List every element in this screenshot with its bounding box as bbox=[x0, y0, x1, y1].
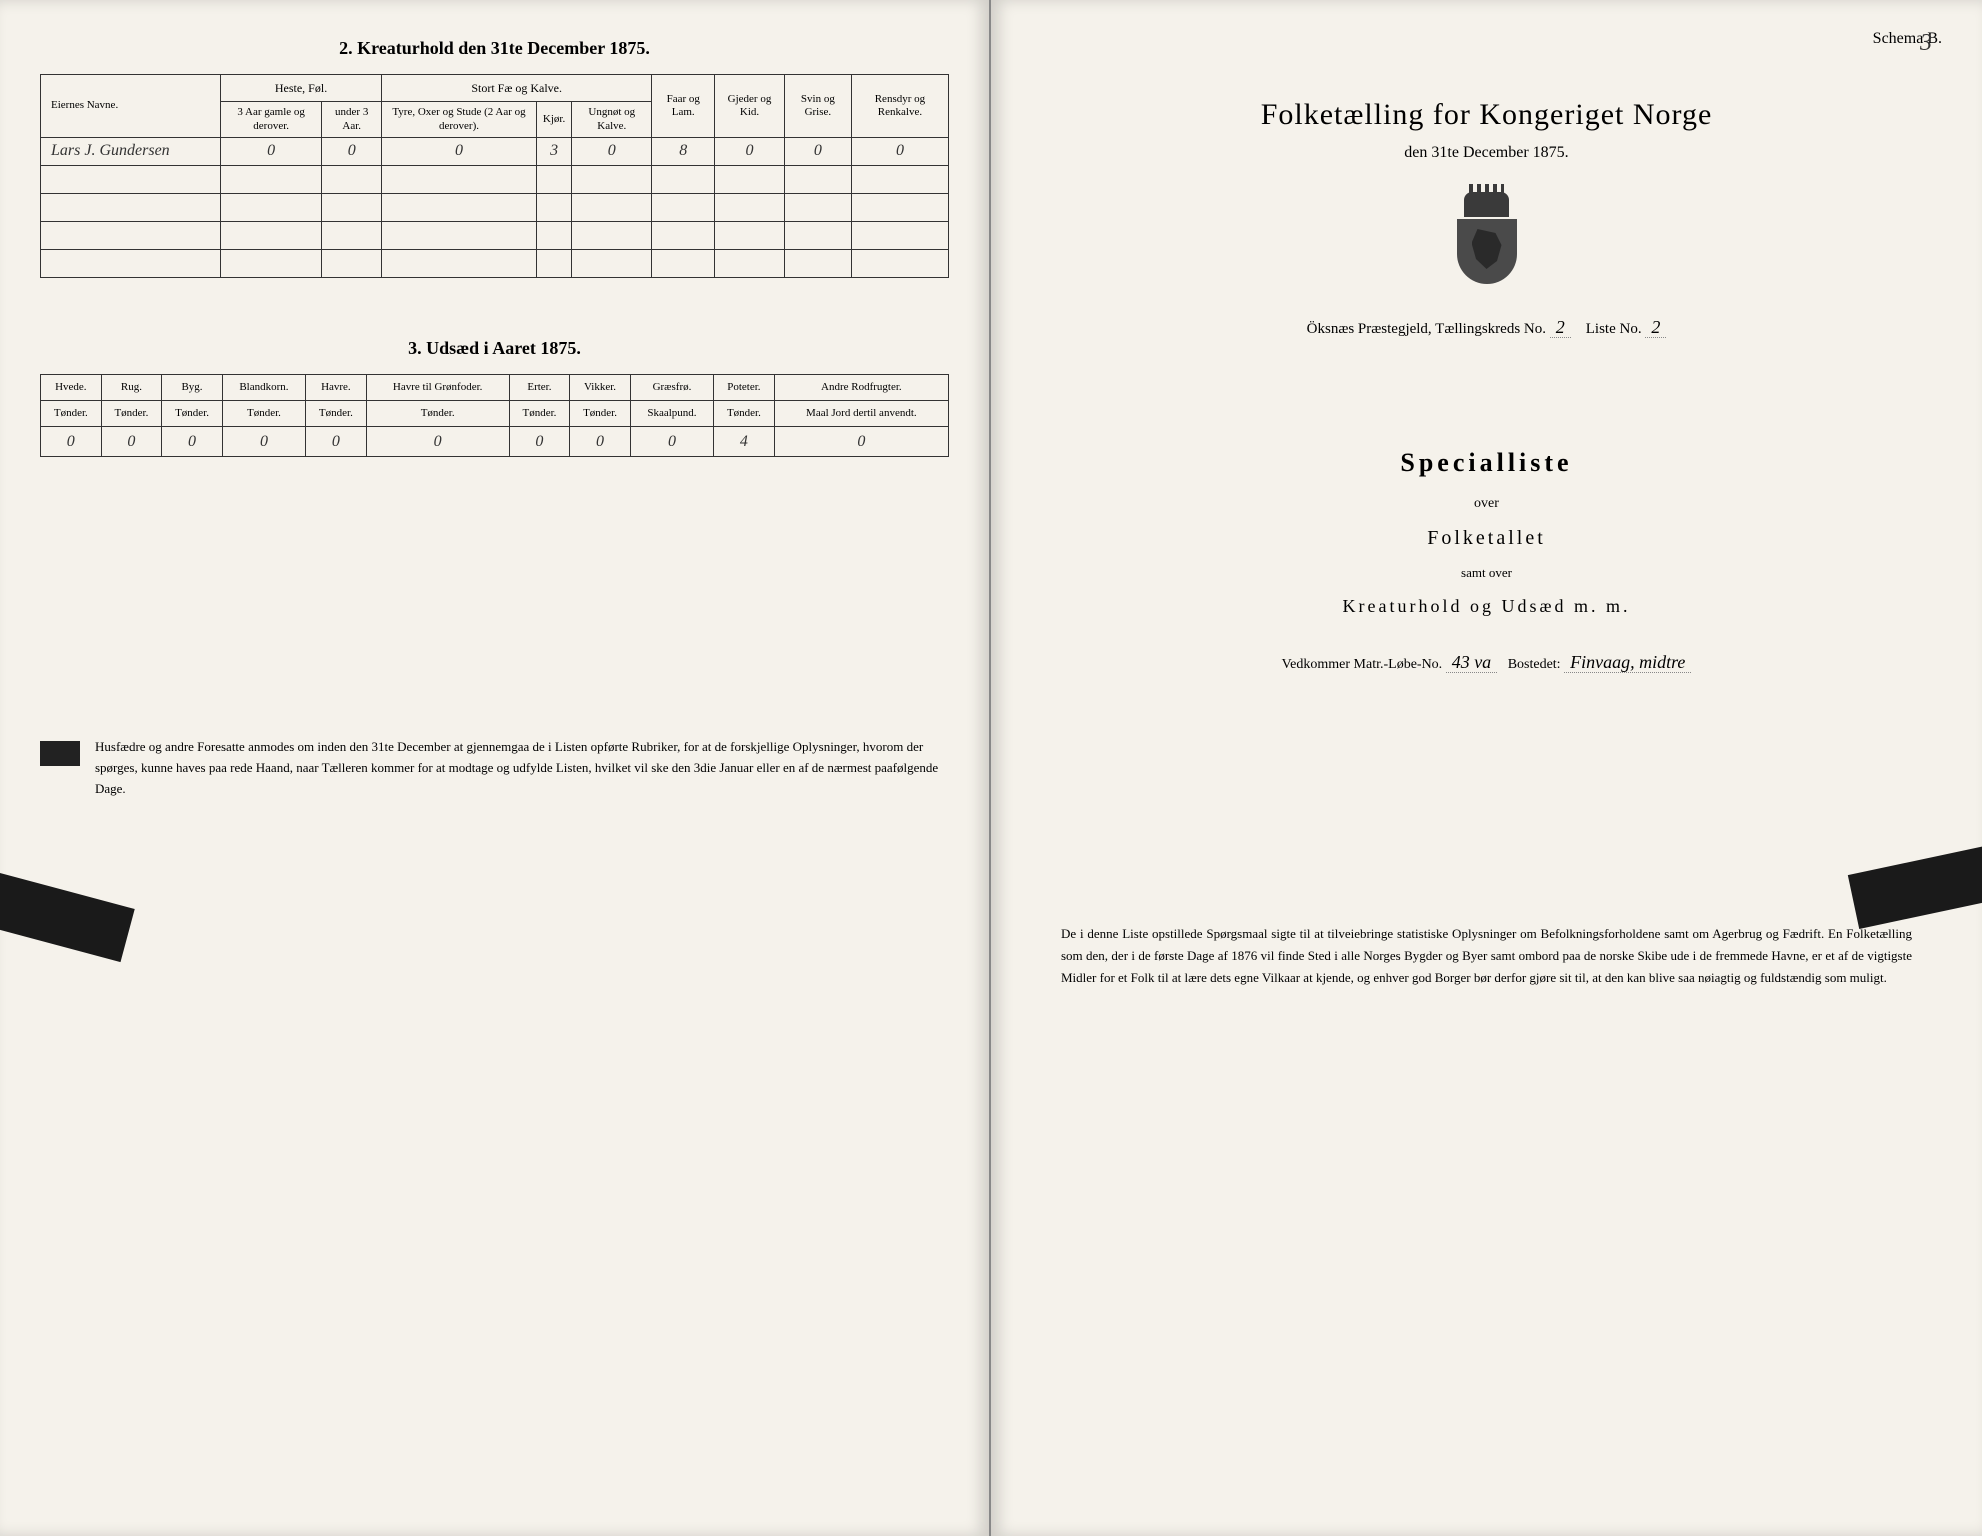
th-byg: Byg. bbox=[162, 374, 223, 400]
cell: 0 bbox=[715, 137, 785, 165]
cell: 0 bbox=[41, 427, 102, 457]
unit: Tønder. bbox=[41, 400, 102, 426]
samt-text: samt over bbox=[1031, 565, 1942, 581]
table-row bbox=[41, 249, 949, 277]
unit: Tønder. bbox=[714, 400, 775, 426]
table-row bbox=[41, 221, 949, 249]
kreatur-text: Kreaturhold og Udsæd m. m. bbox=[1031, 596, 1942, 617]
cell: 8 bbox=[652, 137, 715, 165]
cell: 0 bbox=[630, 427, 713, 457]
unit: Maal Jord dertil anvendt. bbox=[774, 400, 948, 426]
th-havre-gron: Havre til Grønfoder. bbox=[366, 374, 509, 400]
sub-date: den 31te December 1875. bbox=[1031, 144, 1942, 162]
footer-note: Husfædre og andre Foresatte anmodes om i… bbox=[40, 737, 949, 799]
th-havre: Havre. bbox=[306, 374, 367, 400]
cell: 0 bbox=[572, 137, 652, 165]
schema-label: Schema B. bbox=[1031, 30, 1942, 48]
th-bland: Blandkorn. bbox=[222, 374, 305, 400]
cell: 0 bbox=[509, 427, 570, 457]
cell: 0 bbox=[162, 427, 223, 457]
book-spread: 2. Kreaturhold den 31te December 1875. E… bbox=[0, 0, 1982, 1536]
th-hvede: Hvede. bbox=[41, 374, 102, 400]
th-fae-c: Ungnøt og Kalve. bbox=[572, 102, 652, 137]
th-heste-b: under 3 Aar. bbox=[322, 102, 382, 137]
cell-eier: Lars J. Gundersen bbox=[41, 137, 221, 165]
table-row: Lars J. Gundersen 0 0 0 3 0 8 0 0 0 bbox=[41, 137, 949, 165]
th-rug: Rug. bbox=[101, 374, 162, 400]
table-row bbox=[41, 165, 949, 193]
unit: Tønder. bbox=[306, 400, 367, 426]
matr-no: 43 va bbox=[1446, 652, 1498, 673]
vedkommer-label: Vedkommer Matr.-Løbe-No. bbox=[1282, 657, 1443, 672]
cell: 0 bbox=[322, 137, 382, 165]
coat-of-arms-icon bbox=[1447, 192, 1527, 287]
th-erter: Erter. bbox=[509, 374, 570, 400]
cell: 0 bbox=[222, 427, 305, 457]
udsaed-table: Hvede. Rug. Byg. Blandkorn. Havre. Havre… bbox=[40, 374, 949, 457]
vedkommer-line: Vedkommer Matr.-Løbe-No. 43 va Bostedet:… bbox=[1031, 652, 1942, 673]
folketallet-text: Folketallet bbox=[1031, 527, 1942, 550]
cell: 0 bbox=[306, 427, 367, 457]
unit: Tønder. bbox=[509, 400, 570, 426]
th-fae-a: Tyre, Oxer og Stude (2 Aar og derover). bbox=[382, 102, 537, 137]
th-eier: Eiernes Navne. bbox=[41, 75, 221, 138]
th-heste-a: 3 Aar gamle og derover. bbox=[221, 102, 322, 137]
unit: Skaalpund. bbox=[630, 400, 713, 426]
th-poteter: Poteter. bbox=[714, 374, 775, 400]
left-page: 2. Kreaturhold den 31te December 1875. E… bbox=[0, 0, 991, 1536]
unit: Tønder. bbox=[570, 400, 631, 426]
over-text: over bbox=[1031, 496, 1942, 512]
kreaturhold-table: Eiernes Navne. Heste, Føl. Stort Fæ og K… bbox=[40, 74, 949, 278]
th-faar: Faar og Lam. bbox=[652, 75, 715, 138]
bostedet-label: Bostedet: bbox=[1508, 657, 1561, 672]
cell: 0 bbox=[851, 137, 948, 165]
table-row bbox=[41, 193, 949, 221]
binder-clip-right bbox=[1848, 846, 1982, 929]
cell: 4 bbox=[714, 427, 775, 457]
footer-text: Husfædre og andre Foresatte anmodes om i… bbox=[95, 737, 949, 799]
table-row: 0 0 0 0 0 0 0 0 0 4 0 bbox=[41, 427, 949, 457]
th-fae-b: Kjør. bbox=[536, 102, 571, 137]
liste-label: Liste No. bbox=[1586, 321, 1642, 337]
binder-clip-left bbox=[0, 873, 135, 962]
right-page: 3 Schema B. Folketælling for Kongeriget … bbox=[991, 0, 1982, 1536]
specialliste-title: Specialliste bbox=[1031, 448, 1942, 478]
cell: 0 bbox=[570, 427, 631, 457]
liste-no: 2 bbox=[1645, 317, 1666, 338]
section3-title: 3. Udsæd i Aaret 1875. bbox=[40, 338, 949, 359]
pointing-hand-icon bbox=[40, 741, 80, 766]
section2-title: 2. Kreaturhold den 31te December 1875. bbox=[40, 38, 949, 59]
parish-line: Öksnæs Præstegjeld, Tællingskreds No. 2 … bbox=[1031, 317, 1942, 338]
parish-text: Öksnæs Præstegjeld, Tællingskreds No. bbox=[1307, 321, 1546, 337]
cell: 0 bbox=[366, 427, 509, 457]
main-title: Folketælling for Kongeriget Norge bbox=[1031, 98, 1942, 132]
cell: 0 bbox=[382, 137, 537, 165]
th-heste-group: Heste, Føl. bbox=[221, 75, 382, 102]
bottom-paragraph: De i denne Liste opstillede Spørgsmaal s… bbox=[1031, 923, 1942, 989]
bostedet: Finvaag, midtre bbox=[1564, 652, 1691, 673]
unit: Tønder. bbox=[101, 400, 162, 426]
th-rensdyr: Rensdyr og Renkalve. bbox=[851, 75, 948, 138]
th-andre: Andre Rodfrugter. bbox=[774, 374, 948, 400]
unit: Tønder. bbox=[162, 400, 223, 426]
cell: 0 bbox=[774, 427, 948, 457]
th-graes: Græsfrø. bbox=[630, 374, 713, 400]
kreds-no: 2 bbox=[1550, 317, 1571, 338]
th-fae-group: Stort Fæ og Kalve. bbox=[382, 75, 652, 102]
th-gjeder: Gjeder og Kid. bbox=[715, 75, 785, 138]
cell: 0 bbox=[784, 137, 851, 165]
unit: Tønder. bbox=[366, 400, 509, 426]
cell: 0 bbox=[221, 137, 322, 165]
unit: Tønder. bbox=[222, 400, 305, 426]
cell: 3 bbox=[536, 137, 571, 165]
th-vikker: Vikker. bbox=[570, 374, 631, 400]
cell: 0 bbox=[101, 427, 162, 457]
th-svin: Svin og Grise. bbox=[784, 75, 851, 138]
page-number: 3 bbox=[1920, 30, 1932, 57]
